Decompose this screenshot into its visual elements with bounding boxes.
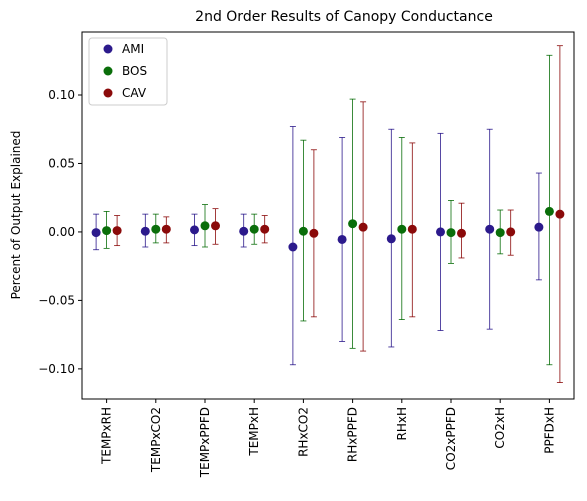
data-point	[140, 226, 150, 236]
data-point	[337, 234, 347, 244]
series-ami	[91, 126, 544, 366]
legend-label: BOS	[122, 64, 147, 78]
y-tick-label: 0.00	[48, 225, 75, 239]
y-tick-label: −0.05	[38, 293, 75, 307]
x-tick-label: TEMPxPPFD	[198, 407, 212, 478]
x-tick-label: PPFDxH	[542, 407, 556, 454]
data-point	[485, 224, 495, 234]
y-axis-label: Percent of Output Explained	[9, 131, 23, 300]
x-tick-label: TEMPxRH	[100, 407, 114, 465]
data-point	[457, 228, 466, 238]
data-point	[555, 209, 565, 219]
data-point	[298, 226, 308, 236]
data-point	[249, 224, 259, 234]
x-tick-label: RHxCO2	[296, 407, 310, 457]
legend-label: CAV	[122, 86, 147, 100]
data-point	[288, 242, 298, 252]
x-tick-label: RHxPPFD	[346, 407, 360, 462]
data-point	[190, 225, 199, 235]
legend-marker	[103, 66, 113, 76]
x-tick-label: RHxH	[395, 407, 409, 441]
data-point	[151, 224, 161, 234]
legend-label: AMI	[122, 42, 144, 56]
data-point	[112, 226, 122, 236]
legend-marker	[103, 44, 113, 54]
data-point	[544, 206, 554, 216]
data-point	[91, 228, 101, 238]
x-tick-label: TEMPxH	[247, 407, 261, 457]
x-tick-label: TEMPxCO2	[149, 407, 163, 473]
data-point	[211, 221, 220, 231]
chart-axes: −0.10 −0.05 0.00 0.05 0.10 TEMPxRH TEMPxCO2 TEM…	[38, 88, 556, 478]
data-point	[239, 226, 249, 236]
series-cav	[112, 45, 565, 383]
legend-box	[88, 37, 168, 106]
y-tick-label: 0.10	[48, 88, 75, 102]
x-tick-label: CO2xPPFD	[444, 407, 458, 470]
data-point	[200, 221, 210, 231]
data-point	[436, 227, 445, 237]
x-tick-label: CO2xH	[493, 407, 507, 449]
data-point	[446, 228, 456, 238]
data-point	[397, 224, 407, 234]
data-point	[407, 224, 417, 234]
chart-marks	[91, 45, 565, 383]
legend-marker	[103, 88, 113, 98]
data-point	[358, 222, 368, 232]
series-bos	[102, 54, 554, 366]
legend: AMI BOS CAV	[88, 37, 168, 106]
plot-frame	[81, 31, 575, 400]
y-tick-label: −0.10	[38, 362, 75, 376]
data-point	[348, 219, 358, 229]
data-point	[102, 226, 112, 236]
data-point	[534, 222, 544, 232]
data-point	[260, 224, 270, 234]
chart-title: 2nd Order Results of Canopy Conductance	[195, 9, 493, 25]
data-point	[161, 224, 171, 234]
data-point	[309, 228, 319, 238]
data-point	[495, 228, 505, 238]
data-point	[386, 234, 396, 244]
data-point	[506, 227, 516, 237]
y-tick-label: 0.05	[48, 156, 75, 170]
